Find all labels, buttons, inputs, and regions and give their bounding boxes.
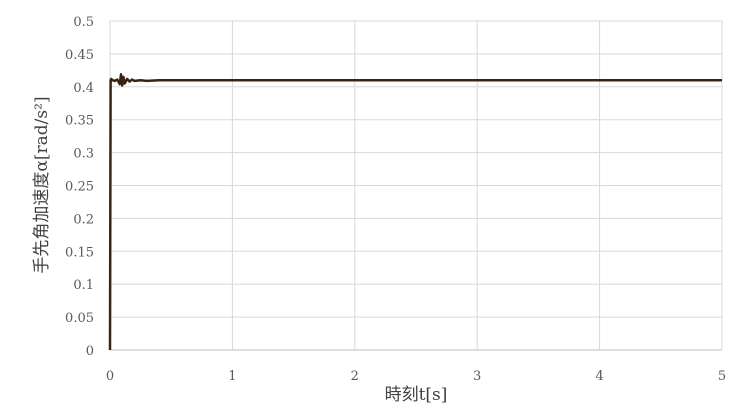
x-axis-title: 時刻t[s]	[385, 385, 448, 405]
x-tick-label: 5	[718, 369, 726, 384]
y-tick-label: 0.1	[73, 278, 94, 293]
y-tick-labels: 0 0.05 0.1 0.15 0.2 0.25 0.3 0.35 0.4 0.45 0.5	[65, 15, 94, 359]
y-tick-label: 0.5	[73, 15, 94, 30]
y-axis-title: 手先角加速度α[rad/s²]	[32, 96, 52, 273]
y-tick-label: 0.15	[65, 245, 94, 260]
x-tick-label: 0	[106, 369, 114, 384]
y-tick-label: 0.2	[73, 212, 94, 227]
y-tick-label: 0.05	[65, 311, 94, 326]
x-tick-label: 4	[595, 369, 603, 384]
x-tick-label: 2	[351, 369, 359, 384]
x-tick-label: 1	[228, 369, 236, 384]
grid-lines	[109, 20, 723, 351]
y-tick-label: 0.25	[65, 180, 94, 195]
x-tick-label: 3	[473, 369, 481, 384]
y-tick-label: 0.3	[73, 147, 94, 162]
series-line	[108, 73, 722, 351]
y-tick-label: 0	[86, 344, 94, 359]
x-tick-labels: 0 1 2 3 4 5	[106, 369, 726, 384]
y-tick-label: 0.45	[65, 48, 94, 63]
series-group	[108, 73, 722, 351]
y-tick-label: 0.4	[73, 81, 94, 96]
y-tick-label: 0.35	[65, 114, 94, 129]
